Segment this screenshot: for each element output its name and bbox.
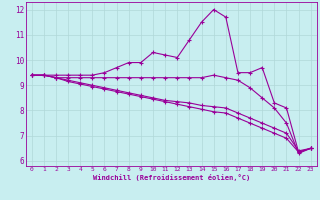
X-axis label: Windchill (Refroidissement éolien,°C): Windchill (Refroidissement éolien,°C) bbox=[92, 174, 250, 181]
